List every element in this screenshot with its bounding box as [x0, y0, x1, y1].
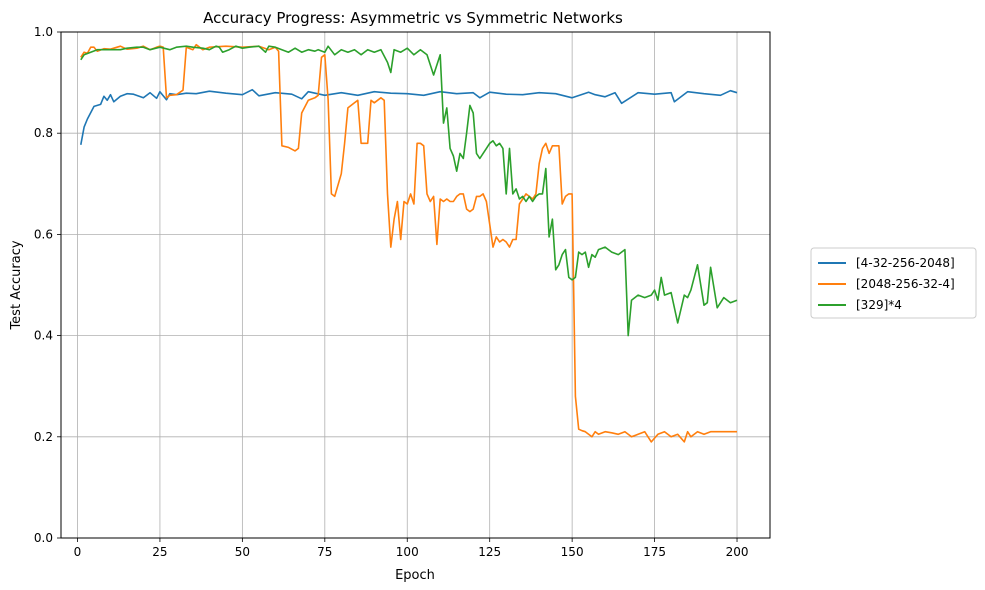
y-tick-label: 0.0 — [34, 531, 53, 545]
y-tick-label: 0.2 — [34, 430, 53, 444]
x-axis: 0 25 50 75 100 125 150 175 200 — [74, 538, 749, 559]
x-tick-label: 200 — [726, 545, 749, 559]
x-tick-label: 0 — [74, 545, 82, 559]
legend: [4-32-256-2048] [2048-256-32-4] [329]*4 — [810, 247, 977, 319]
series-line-1 — [80, 88, 738, 145]
plot-area — [60, 31, 771, 539]
y-tick-label: 0.8 — [34, 126, 53, 140]
x-tick-label: 150 — [561, 545, 584, 559]
plot-frame — [60, 31, 771, 539]
y-tick-label: 1.0 — [34, 25, 53, 39]
y-tick-label: 0.4 — [34, 329, 53, 343]
legend-label-2: [2048-256-32-4] — [856, 277, 955, 291]
x-axis-label: Epoch — [395, 568, 435, 583]
x-tick-label: 25 — [152, 545, 167, 559]
legend-label-3: [329]*4 — [856, 298, 902, 312]
legend-label-1: [4-32-256-2048] — [856, 256, 955, 270]
x-tick-label: 125 — [478, 545, 501, 559]
legend-box — [810, 247, 977, 319]
y-axis: 0.0 0.2 0.4 0.6 0.8 1.0 — [34, 25, 61, 545]
y-tick-label: 0.6 — [34, 227, 53, 241]
series-layer — [80, 43, 738, 443]
x-tick-label: 175 — [643, 545, 666, 559]
y-axis-label: Test Accuracy — [9, 240, 24, 330]
x-tick-label: 100 — [396, 545, 419, 559]
x-tick-label: 75 — [317, 545, 332, 559]
chart-title: Accuracy Progress: Asymmetric vs Symmetr… — [203, 9, 623, 27]
series-line-3 — [80, 45, 738, 337]
x-tick-label: 50 — [235, 545, 250, 559]
